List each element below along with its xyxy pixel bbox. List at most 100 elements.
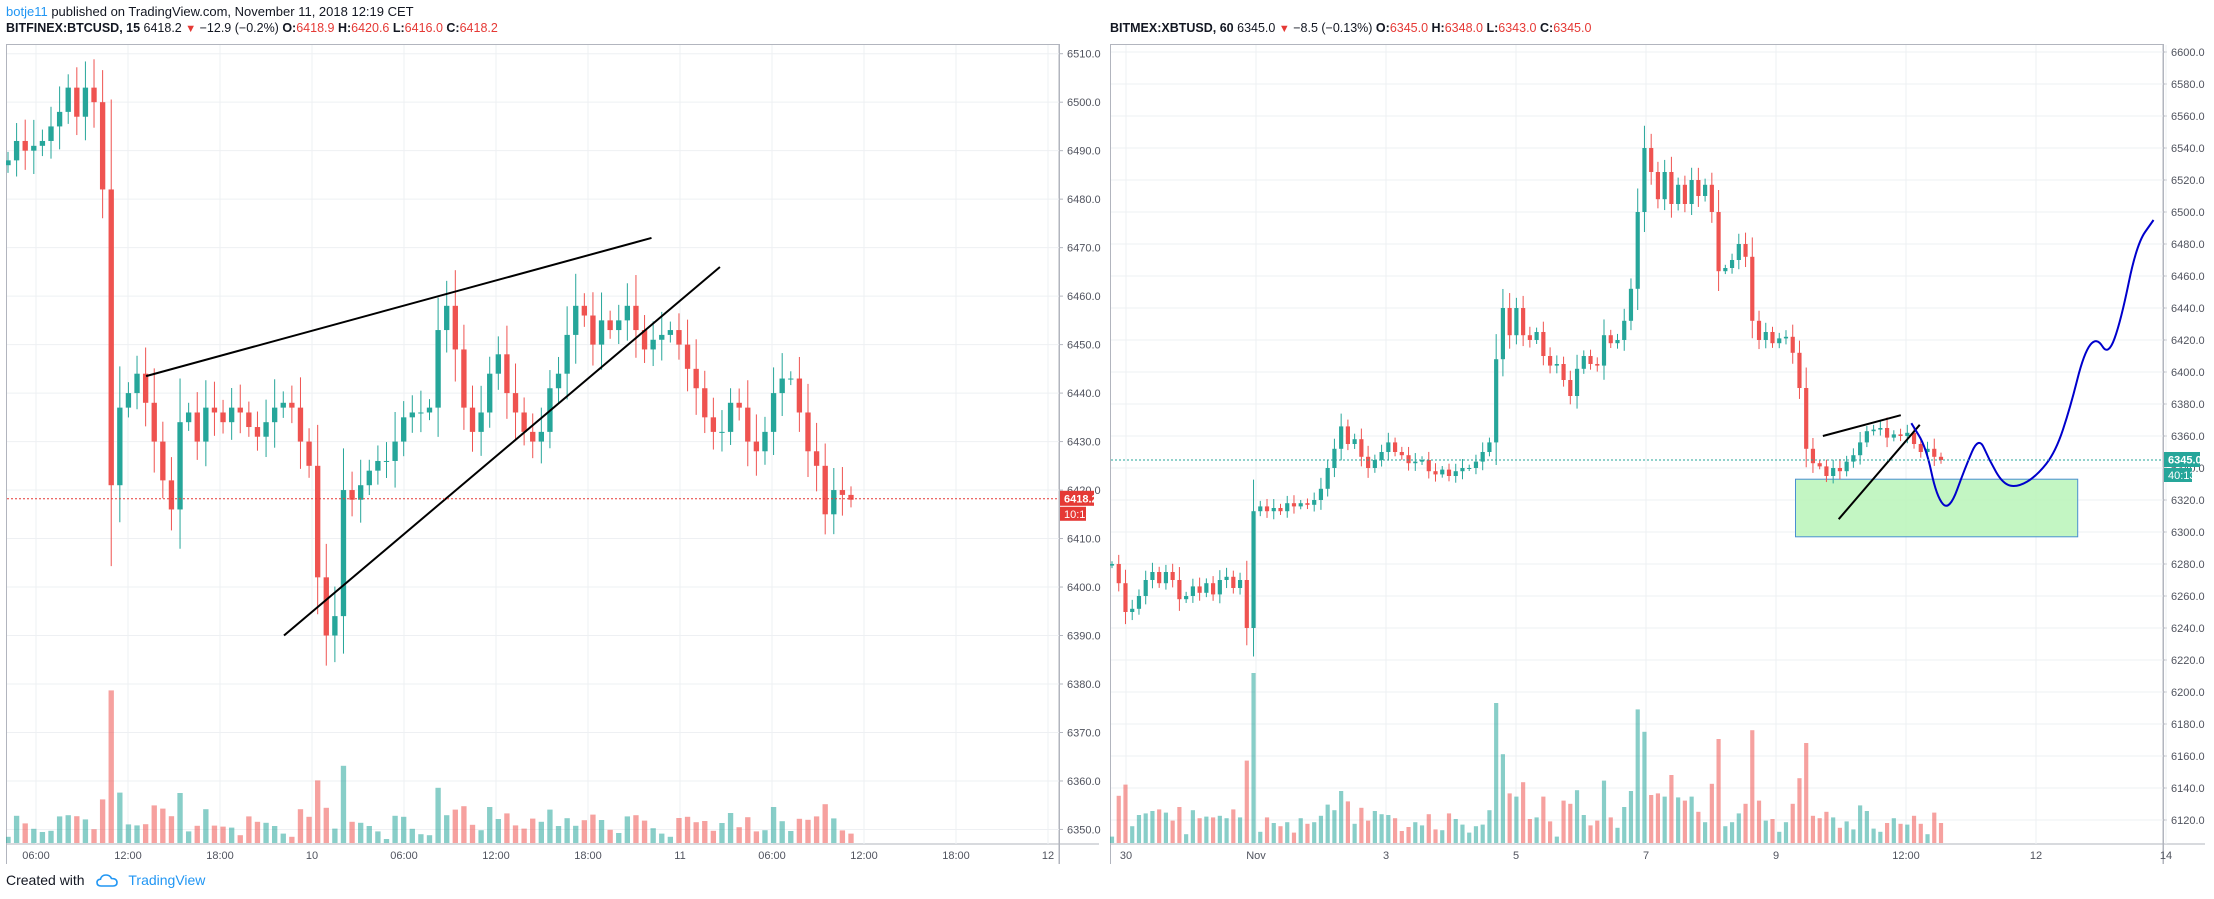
trendline bbox=[1822, 414, 1902, 437]
candle bbox=[1521, 308, 1526, 336]
volume-bar bbox=[1157, 809, 1162, 843]
x-tick-label: 12 bbox=[1042, 850, 1054, 862]
candle bbox=[1514, 308, 1519, 336]
candle bbox=[495, 354, 501, 374]
candle bbox=[383, 460, 390, 462]
volume-bar bbox=[1655, 793, 1661, 843]
x-tick-label: 06:00 bbox=[758, 850, 786, 862]
volume-bar bbox=[1116, 795, 1121, 843]
candle bbox=[1110, 564, 1115, 566]
volume-bar bbox=[39, 832, 46, 843]
volume-bar bbox=[1938, 823, 1944, 843]
candle bbox=[624, 305, 631, 321]
y-tick-label: 6360.0 bbox=[2171, 431, 2205, 443]
left-open: 6418.9 bbox=[296, 21, 335, 35]
candle bbox=[1224, 576, 1229, 580]
volume-bar bbox=[555, 826, 562, 843]
volume-bar bbox=[1891, 818, 1896, 843]
candle bbox=[1817, 463, 1822, 467]
candle bbox=[736, 402, 742, 408]
candle bbox=[134, 373, 140, 394]
candle bbox=[1318, 488, 1324, 500]
volume-bar bbox=[56, 816, 63, 843]
candle bbox=[779, 378, 785, 394]
volume-bar bbox=[1419, 825, 1425, 843]
y-tick-label: 6490.0 bbox=[1067, 146, 1101, 158]
right-high: 6348.0 bbox=[1444, 21, 1483, 35]
candle bbox=[125, 393, 132, 408]
candle bbox=[745, 407, 751, 442]
candle bbox=[246, 412, 252, 428]
candle bbox=[564, 334, 570, 374]
candle bbox=[1884, 428, 1890, 438]
candle bbox=[1507, 308, 1512, 336]
candle bbox=[1561, 364, 1566, 380]
volume-bar bbox=[1130, 826, 1135, 843]
y-tick-label: 6440.0 bbox=[1067, 388, 1101, 400]
candle bbox=[1278, 508, 1283, 512]
volume-bar bbox=[1433, 829, 1438, 843]
volume-bar bbox=[521, 828, 527, 843]
volume-bar bbox=[1750, 730, 1755, 843]
y-tick-label: 6370.0 bbox=[1067, 727, 1101, 739]
candle bbox=[392, 441, 398, 461]
y-tick-label: 6520.0 bbox=[2171, 175, 2205, 187]
volume-bar bbox=[1703, 822, 1708, 843]
support-zone bbox=[1795, 478, 2079, 538]
right-change: −8.5 (−0.13%) bbox=[1293, 21, 1373, 35]
left-close: 6418.2 bbox=[459, 21, 498, 35]
candle bbox=[1366, 456, 1371, 468]
candle bbox=[452, 305, 458, 350]
candle bbox=[1163, 572, 1169, 584]
candle bbox=[160, 441, 166, 481]
candle bbox=[702, 388, 708, 418]
price-badge-text: 6345.0 bbox=[2168, 455, 2202, 467]
left-last-price: 6418.2 bbox=[143, 21, 182, 35]
author-username[interactable]: botje11 bbox=[6, 4, 48, 19]
left-chart[interactable]: 6510.0 6500.0 6490.0 6480.0 6470.0 6460.0 6450… bbox=[6, 44, 1102, 864]
volume-bar bbox=[1581, 815, 1586, 843]
volume-bar bbox=[1507, 793, 1512, 843]
candle bbox=[1797, 352, 1802, 388]
volume-bar bbox=[702, 821, 708, 843]
candle bbox=[1709, 184, 1714, 212]
x-tick-label: 5 bbox=[1513, 850, 1519, 862]
candle bbox=[349, 490, 355, 500]
candle bbox=[1339, 426, 1344, 449]
candle bbox=[641, 330, 648, 350]
right-symbol[interactable]: BITMEX:XBTUSD, 60 bbox=[1110, 21, 1234, 35]
candle bbox=[1291, 503, 1297, 507]
candle bbox=[82, 87, 89, 117]
volume-bar bbox=[134, 825, 140, 843]
volume-bar bbox=[1217, 815, 1222, 843]
volume-bar bbox=[659, 833, 665, 843]
candle bbox=[848, 494, 854, 500]
candle bbox=[1534, 332, 1539, 340]
volume-bar bbox=[1231, 809, 1236, 843]
volume-bar bbox=[1150, 811, 1155, 843]
candle bbox=[1729, 260, 1735, 268]
candle bbox=[487, 373, 493, 413]
candle bbox=[1116, 564, 1121, 584]
left-symbol[interactable]: BITFINEX:BTCUSD, 15 bbox=[6, 21, 141, 35]
volume-bar bbox=[1446, 813, 1452, 843]
volume-bar bbox=[366, 826, 372, 843]
candle bbox=[366, 470, 372, 486]
candle bbox=[254, 427, 261, 437]
candle bbox=[1595, 364, 1600, 366]
right-chart[interactable]: 6600.0 6580.0 6560.0 6540.0 6520.0 6500.0 6480… bbox=[1110, 44, 2208, 864]
volume-bar bbox=[1244, 760, 1249, 843]
candle bbox=[1345, 426, 1350, 444]
candle bbox=[1298, 503, 1303, 507]
volume-bar bbox=[538, 821, 544, 843]
volume-bar bbox=[1345, 801, 1350, 843]
volume-bar bbox=[1480, 824, 1485, 843]
volume-bar bbox=[1372, 811, 1377, 843]
volume-bar bbox=[1790, 803, 1795, 843]
created-with-text: Created with bbox=[6, 872, 85, 888]
volume-bar bbox=[1716, 739, 1721, 843]
tradingview-link[interactable]: TradingView bbox=[128, 872, 206, 888]
candle bbox=[504, 354, 510, 394]
volume-bar bbox=[1783, 822, 1789, 843]
candle bbox=[512, 393, 519, 413]
